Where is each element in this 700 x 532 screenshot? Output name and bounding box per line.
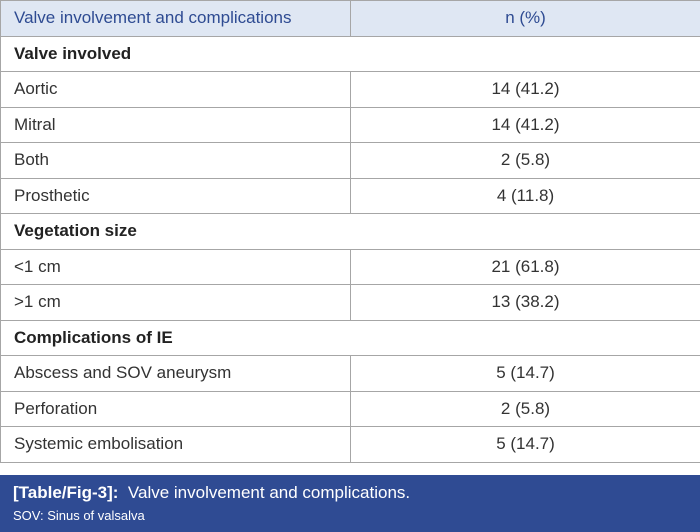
value-cell: 4 (11.8)	[350, 177, 700, 214]
header-cell: n (%)	[350, 0, 700, 37]
value-cell: 2 (5.8)	[350, 390, 700, 427]
value-cell: 5 (14.7)	[350, 426, 700, 463]
label-cell: >1 cm	[0, 284, 351, 321]
data-row: Perforation 2 (5.8)	[0, 390, 700, 427]
data-row: <1 cm 21 (61.8)	[0, 248, 700, 285]
caption-text: Valve involvement and complications.	[127, 483, 411, 502]
data-row: Mitral 14 (41.2)	[0, 106, 700, 143]
label-cell: Systemic embolisation	[0, 426, 351, 463]
section-row: Vegetation size	[0, 213, 700, 250]
value-cell: 21 (61.8)	[350, 248, 700, 285]
value-cell: 13 (38.2)	[350, 284, 700, 321]
caption: [Table/Fig-3]: Valve involvement and com…	[0, 475, 700, 532]
section-row: Complications of IE	[0, 319, 700, 356]
caption-note: SOV: Sinus of valsalva	[13, 508, 145, 523]
caption-line: [Table/Fig-3]: Valve involvement and com…	[13, 483, 687, 503]
label-cell: Mitral	[0, 106, 351, 143]
value-cell: 2 (5.8)	[350, 142, 700, 179]
label-cell: Prosthetic	[0, 177, 351, 214]
data-row: Aortic 14 (41.2)	[0, 71, 700, 108]
header-cell: Valve involvement and complications	[0, 0, 351, 37]
section-title: Vegetation size	[0, 213, 700, 250]
caption-label: [Table/Fig-3]:	[13, 483, 119, 502]
data-row: Prosthetic 4 (11.8)	[0, 177, 700, 214]
section-row: Valve involved	[0, 35, 700, 72]
value-cell: 14 (41.2)	[350, 106, 700, 143]
data-row: Both 2 (5.8)	[0, 142, 700, 179]
value-cell: 14 (41.2)	[350, 71, 700, 108]
value-cell: 5 (14.7)	[350, 355, 700, 392]
section-title: Complications of IE	[0, 319, 700, 356]
header-row: Valve involvement and complications n (%)	[0, 0, 700, 37]
data-row: Systemic embolisation 5 (14.7)	[0, 426, 700, 463]
label-cell: Perforation	[0, 390, 351, 427]
label-cell: Aortic	[0, 71, 351, 108]
label-cell: Abscess and SOV aneurysm	[0, 355, 351, 392]
label-cell: Both	[0, 142, 351, 179]
data-row: Abscess and SOV aneurysm 5 (14.7)	[0, 355, 700, 392]
data-row: >1 cm 13 (38.2)	[0, 284, 700, 321]
data-table: Valve involvement and complications n (%)…	[0, 0, 700, 463]
section-title: Valve involved	[0, 35, 700, 72]
label-cell: <1 cm	[0, 248, 351, 285]
